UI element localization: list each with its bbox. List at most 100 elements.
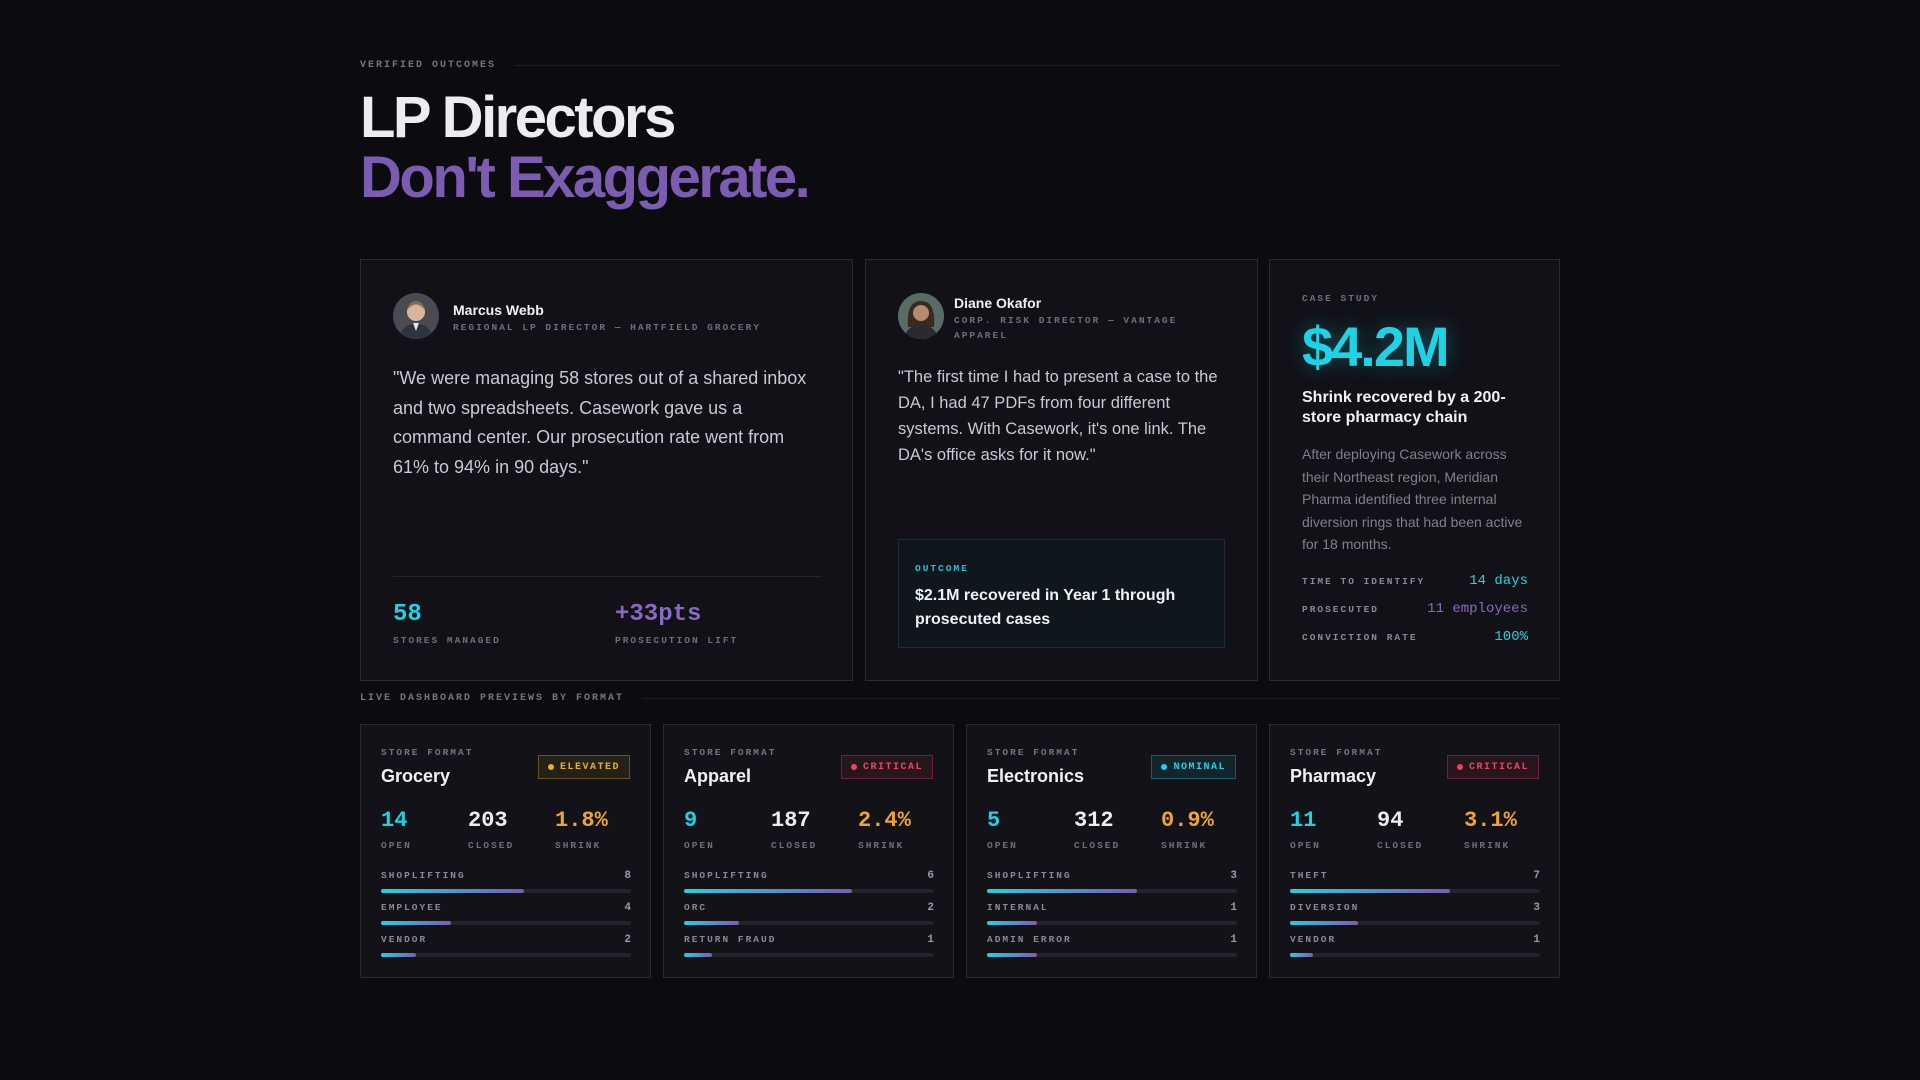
metric-open-value: 5 xyxy=(987,808,1001,833)
status-dot-icon xyxy=(1161,764,1168,770)
metric-closed-label: CLOSED xyxy=(468,840,515,851)
breakdown-bar-track xyxy=(684,953,934,957)
format-card-electronics[interactable]: STORE FORMAT Electronics NOMINAL 5 OPEN 312 CL… xyxy=(966,724,1257,978)
stats-divider xyxy=(393,576,822,577)
person-role: CORP. RISK DIRECTOR — VANTAGE APPAREL xyxy=(954,315,1178,341)
breakdown-row: RETURN FRAUD 1 xyxy=(684,934,934,957)
person-name: Diane Okafor xyxy=(954,295,1042,311)
breakdown-label: RETURN FRAUD xyxy=(684,934,777,945)
case-study-card: CASE STUDY $4.2M Shrink recovered by a 2… xyxy=(1269,259,1560,681)
breakdown-count: 4 xyxy=(624,902,631,914)
breakdown-bar-fill xyxy=(1290,953,1313,957)
section-divider xyxy=(642,698,1560,699)
row-key: CONVICTION RATE xyxy=(1302,631,1418,643)
status-dot-icon xyxy=(1456,764,1463,770)
metric-shrink-label: SHRINK xyxy=(555,840,602,851)
format-title: Apparel xyxy=(684,766,752,786)
breakdown-bar-track xyxy=(987,953,1237,957)
metric-open-value: 9 xyxy=(684,808,698,833)
breakdown-row: VENDOR 2 xyxy=(381,934,631,957)
stat-stores-managed-label: STORES MANAGED xyxy=(393,635,501,646)
format-title: Pharmacy xyxy=(1290,766,1377,786)
breakdown-label: DIVERSION xyxy=(1290,902,1360,913)
metric-shrink-value: 2.4% xyxy=(858,808,911,833)
breakdown-label: THEFT xyxy=(1290,870,1329,881)
breakdown-count: 7 xyxy=(1533,870,1540,882)
format-card-apparel[interactable]: STORE FORMAT Apparel CRITICAL 9 OPEN 187 CLOSE… xyxy=(663,724,954,978)
metric-closed-label: CLOSED xyxy=(771,840,818,851)
metric-shrink-label: SHRINK xyxy=(1161,840,1208,851)
breakdown-bar-fill xyxy=(1290,889,1450,893)
stat-stores-managed-value: 58 xyxy=(393,601,422,628)
metric-closed-value: 312 xyxy=(1074,808,1114,833)
breakdown-row: ORC 2 xyxy=(684,902,934,925)
metric-open-label: OPEN xyxy=(987,840,1018,851)
breakdown-bar-fill xyxy=(987,953,1037,957)
case-study-headline: Shrink recovered by a 200-store pharmacy… xyxy=(1302,389,1506,426)
format-card-grocery[interactable]: STORE FORMAT Grocery ELEVATED 14 OPEN 203 CLOS… xyxy=(360,724,651,978)
breakdown-count: 2 xyxy=(927,902,934,914)
breakdown-bar-fill xyxy=(1290,921,1358,925)
breakdown-row: EMPLOYEE 4 xyxy=(381,902,631,925)
breakdown-label: EMPLOYEE xyxy=(381,902,443,913)
breakdown-row: SHOPLIFTING 6 xyxy=(684,870,934,893)
breakdown-bar-track xyxy=(1290,953,1540,957)
breakdown-row: INTERNAL 1 xyxy=(987,902,1237,925)
breakdown-bar-fill xyxy=(684,921,739,925)
metric-open-label: OPEN xyxy=(684,840,715,851)
row-value: 11 employees xyxy=(1427,601,1528,617)
metric-shrink-value: 1.8% xyxy=(555,808,608,833)
metric-open-value: 11 xyxy=(1290,808,1317,833)
row-key: TIME TO IDENTIFY xyxy=(1302,575,1426,587)
metric-closed-value: 94 xyxy=(1377,808,1404,833)
breakdown-row: THEFT 7 xyxy=(1290,870,1540,893)
stat-prosecution-lift-label: PROSECUTION LIFT xyxy=(615,635,739,646)
case-study-body: After deploying Casework across their No… xyxy=(1302,446,1523,552)
status-dot-icon xyxy=(547,764,554,770)
hero-title-line2: Don't Exaggerate. xyxy=(360,145,811,210)
avatar xyxy=(393,293,439,339)
section-divider xyxy=(514,65,1560,66)
badge-label: NOMINAL xyxy=(1173,761,1226,773)
format-title: Electronics xyxy=(987,766,1085,786)
format-eyebrow: STORE FORMAT xyxy=(987,747,1080,758)
badge-label: CRITICAL xyxy=(1468,761,1529,773)
badge-label: CRITICAL xyxy=(862,761,923,773)
status-badge: CRITICAL xyxy=(840,755,933,779)
row-value: 100% xyxy=(1494,629,1528,645)
breakdown-bar-track xyxy=(987,889,1237,893)
status-dot-icon xyxy=(850,764,857,770)
metric-open-value: 14 xyxy=(381,808,408,833)
breakdown-count: 1 xyxy=(1533,934,1540,946)
breakdown-bar-fill xyxy=(381,953,416,957)
testimonial-quote: "We were managing 58 stores out of a sha… xyxy=(393,368,807,477)
breakdown-bar-track xyxy=(381,921,631,925)
metric-closed-label: CLOSED xyxy=(1074,840,1121,851)
outcome-text: $2.1M recovered in Year 1 through prosec… xyxy=(915,587,1176,628)
case-study-row-conviction-rate: CONVICTION RATE 100% xyxy=(1302,629,1528,645)
status-badge: NOMINAL xyxy=(1151,755,1236,779)
section-eyebrow: LIVE DASHBOARD PREVIEWS BY FORMAT xyxy=(360,693,625,704)
breakdown-row: ADMIN ERROR 1 xyxy=(987,934,1237,957)
row-value: 14 days xyxy=(1469,573,1528,589)
breakdown-label: SHOPLIFTING xyxy=(987,870,1072,881)
breakdown-bar-fill xyxy=(684,889,852,893)
breakdown-bar-fill xyxy=(987,921,1037,925)
breakdown-bar-track xyxy=(1290,921,1540,925)
breakdown-label: VENDOR xyxy=(381,934,428,945)
breakdown-bar-track xyxy=(684,921,934,925)
breakdown-label: ADMIN ERROR xyxy=(987,934,1072,945)
hero-title-line1: LP Directors xyxy=(360,85,676,150)
breakdown-count: 1 xyxy=(1230,902,1237,914)
breakdown-label: ORC xyxy=(684,902,708,913)
breakdown-label: SHOPLIFTING xyxy=(381,870,466,881)
breakdown-count: 1 xyxy=(1230,934,1237,946)
format-eyebrow: STORE FORMAT xyxy=(684,747,777,758)
breakdown-count: 6 xyxy=(927,870,934,882)
breakdown-count: 8 xyxy=(624,870,631,882)
status-badge: ELEVATED xyxy=(537,755,630,779)
format-card-pharmacy[interactable]: STORE FORMAT Pharmacy CRITICAL 11 OPEN 94 CLOS… xyxy=(1269,724,1560,978)
breakdown-row: SHOPLIFTING 3 xyxy=(987,870,1237,893)
verified-outcomes-header: VERIFIED OUTCOMES xyxy=(360,60,1560,71)
breakdown-count: 3 xyxy=(1533,902,1540,914)
